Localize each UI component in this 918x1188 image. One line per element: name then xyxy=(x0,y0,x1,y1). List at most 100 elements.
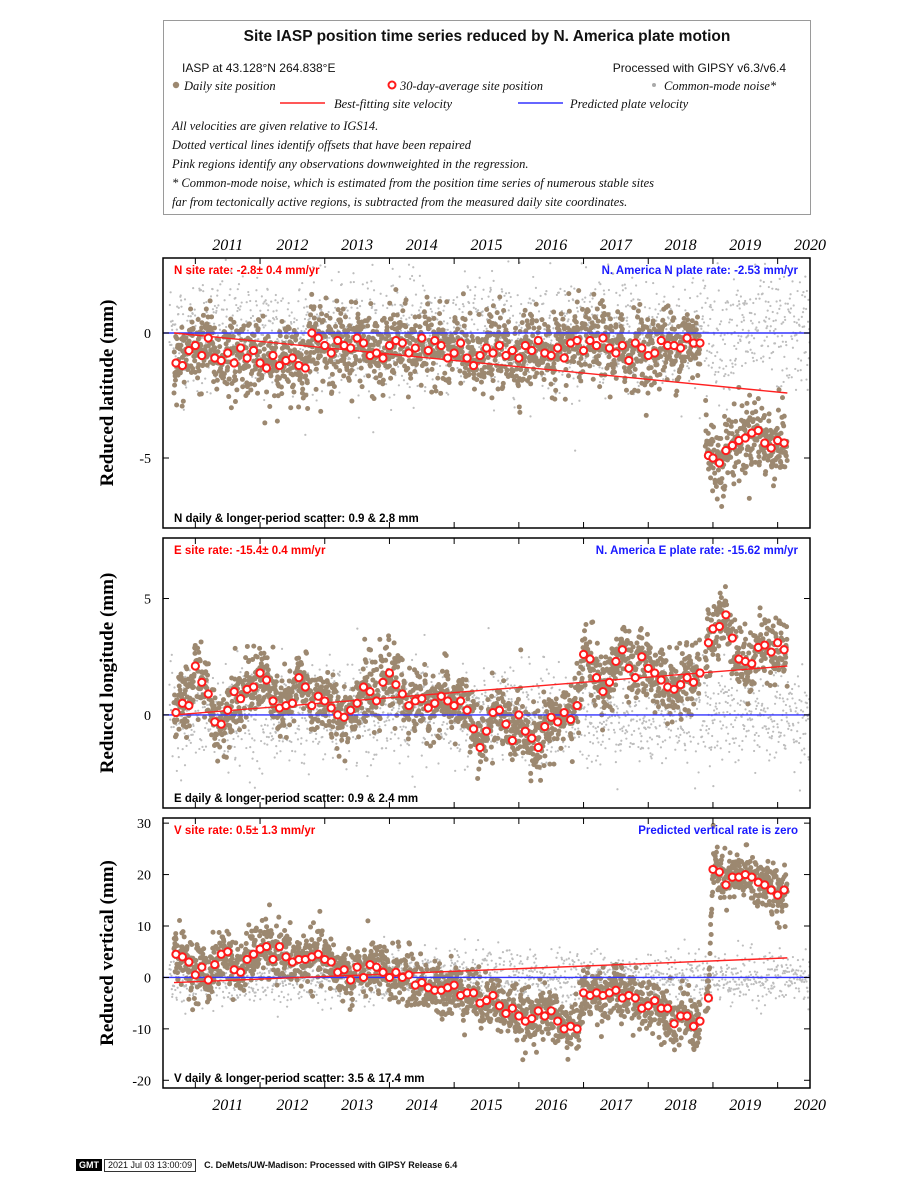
daily-point xyxy=(526,375,532,381)
daily-point xyxy=(230,333,236,339)
daily-point xyxy=(299,380,305,386)
scatter-text: N daily & longer-period scatter: 0.9 & 2… xyxy=(174,513,419,525)
noise-point xyxy=(171,319,174,322)
noise-point xyxy=(662,378,665,381)
noise-point xyxy=(541,384,544,387)
daily-point xyxy=(566,291,572,297)
noise-point xyxy=(272,310,275,313)
noise-point xyxy=(404,740,407,743)
noise-point xyxy=(193,730,196,733)
daily-point xyxy=(232,369,238,375)
noise-point xyxy=(168,303,171,307)
noise-point xyxy=(275,744,278,748)
noise-point xyxy=(236,309,239,313)
noise-point xyxy=(483,679,486,682)
noise-point xyxy=(341,302,344,305)
noise-point xyxy=(572,299,575,302)
daily-point xyxy=(645,317,651,323)
noise-point xyxy=(484,691,487,694)
noise-point xyxy=(289,320,293,324)
noise-point xyxy=(518,312,522,315)
noise-point xyxy=(416,691,419,695)
daily-point xyxy=(703,397,709,403)
daily-point xyxy=(188,306,194,312)
noise-point xyxy=(452,301,455,305)
noise-marker-icon xyxy=(652,83,656,87)
noise-point xyxy=(716,262,719,265)
noise-point xyxy=(577,735,581,739)
noise-point xyxy=(201,336,204,339)
noise-point xyxy=(625,319,628,322)
daily-point xyxy=(665,303,671,309)
noise-point xyxy=(667,323,670,326)
noise-point xyxy=(751,351,754,354)
noise-point xyxy=(774,328,777,331)
noise-point xyxy=(225,325,228,329)
daily-point xyxy=(408,375,414,381)
noise-point xyxy=(527,656,531,659)
noise-point xyxy=(325,339,329,342)
noise-point xyxy=(739,295,743,298)
daily-point xyxy=(501,323,507,329)
noise-point xyxy=(379,292,382,295)
noise-point xyxy=(193,314,197,317)
noise-point xyxy=(589,740,592,744)
daily-point xyxy=(671,326,677,332)
noise-point xyxy=(562,741,565,744)
daily-point xyxy=(436,327,442,333)
noise-point xyxy=(275,752,279,755)
noise-point xyxy=(784,318,787,321)
avg-point xyxy=(591,340,602,351)
noise-point xyxy=(276,337,279,341)
y-tick-label: 0 xyxy=(144,327,151,342)
noise-point xyxy=(218,328,222,331)
daily-point xyxy=(496,324,502,330)
avg-point xyxy=(650,348,660,358)
daily-point xyxy=(303,373,309,379)
noise-point xyxy=(772,350,775,354)
noise-point xyxy=(169,708,173,712)
noise-point xyxy=(189,303,192,306)
daily-point xyxy=(213,371,219,377)
noise-point xyxy=(777,288,780,291)
daily-point xyxy=(248,387,254,393)
noise-point xyxy=(624,305,628,308)
daily-point xyxy=(429,366,435,372)
noise-point xyxy=(301,348,305,351)
daily-point xyxy=(380,377,386,383)
noise-point xyxy=(480,692,484,696)
noise-point xyxy=(661,381,664,385)
noise-point xyxy=(763,262,767,266)
daily-point xyxy=(388,375,394,381)
noise-point xyxy=(330,676,333,680)
daily-point xyxy=(761,413,767,419)
avg-marker-icon xyxy=(387,80,397,90)
noise-point xyxy=(473,297,476,300)
noise-point xyxy=(754,263,757,266)
noise-point xyxy=(316,371,319,374)
noise-point xyxy=(355,764,358,767)
avg-point xyxy=(721,445,731,456)
daily-point xyxy=(539,370,545,376)
noise-point xyxy=(529,302,532,305)
noise-point xyxy=(805,378,808,381)
noise-point xyxy=(432,721,435,725)
noise-point xyxy=(417,309,421,312)
daily-point xyxy=(515,383,521,389)
noise-point xyxy=(360,299,364,303)
noise-point xyxy=(256,276,259,279)
daily-point xyxy=(766,418,772,424)
daily-point xyxy=(174,402,180,408)
daily-point xyxy=(304,380,310,386)
noise-point xyxy=(385,737,388,740)
noise-point xyxy=(648,307,651,310)
noise-point xyxy=(305,327,308,331)
noise-point xyxy=(423,738,427,741)
noise-point xyxy=(384,724,387,727)
avg-point xyxy=(248,345,259,356)
daily-point xyxy=(560,316,566,322)
noise-point xyxy=(280,339,284,342)
daily-point xyxy=(446,362,452,368)
noise-point xyxy=(318,315,321,318)
noise-point xyxy=(292,320,296,324)
